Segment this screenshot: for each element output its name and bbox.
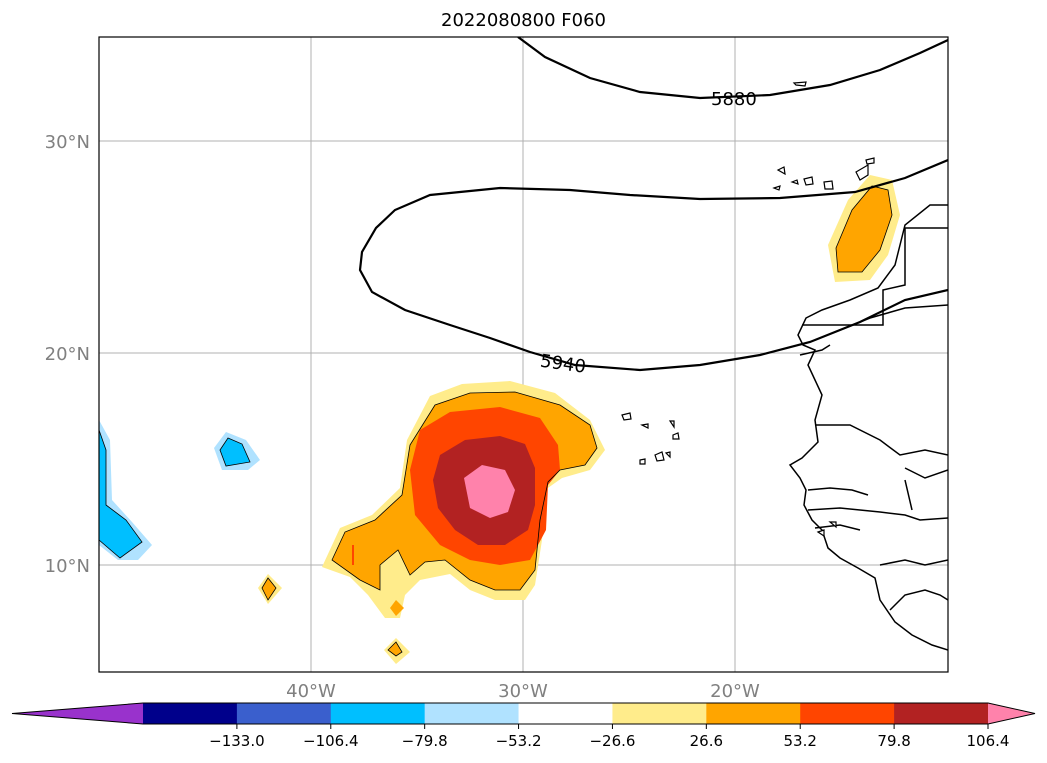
map-title: 2022080800 F060	[441, 10, 606, 31]
colorbar-tick-label: 53.2	[784, 732, 817, 750]
colorbar-segment	[143, 703, 238, 724]
lon-label-20w: 20°W	[710, 681, 760, 702]
colorbar-outline	[11, 702, 1036, 725]
colorbar-extend-low	[12, 703, 143, 724]
lon-label-40w: 40°W	[286, 681, 336, 702]
colorbar-tick-label: 26.6	[690, 732, 723, 750]
coastlines	[788, 204, 948, 651]
colorbar: −133.0 −106.4 −79.8 −53.2 −26.6 26.6 53.2 79.8 1…	[11, 702, 1036, 750]
colorbar-segment	[612, 703, 707, 724]
lat-label-20n: 20°N	[45, 344, 90, 365]
colorbar-segment	[894, 703, 989, 724]
colorbar-segment	[800, 703, 895, 724]
colorbar-segment	[330, 703, 426, 724]
lon-label-30w: 30°W	[498, 681, 548, 702]
anomaly-blob-negative	[99, 420, 260, 560]
colorbar-tick-label: −79.8	[402, 732, 448, 750]
map-frame	[98, 36, 949, 673]
anomaly-blob-small	[258, 574, 410, 664]
anomaly-blob-northwest-africa	[828, 175, 900, 282]
colorbar-tick-label: −53.2	[496, 732, 542, 750]
lat-label-10n: 10°N	[45, 556, 90, 577]
colorbar-tick-label: −106.4	[303, 732, 359, 750]
colorbar-segment	[424, 703, 520, 724]
colorbar-tick-label: −26.6	[589, 732, 635, 750]
colorbar-tick-label: 79.8	[877, 732, 910, 750]
anomaly-blob-central	[322, 381, 605, 618]
lat-label-30n: 30°N	[45, 132, 90, 153]
colorbar-segment	[518, 703, 613, 724]
colorbar-extend-high	[988, 703, 1035, 724]
contour-5880	[517, 37, 948, 100]
contour-label-5880: 5880	[711, 89, 757, 110]
islands	[621, 81, 875, 538]
colorbar-tick-label: 106.4	[967, 732, 1010, 750]
colorbar-segment	[706, 703, 801, 724]
colorbar-tick-label: −133.0	[209, 732, 265, 750]
contour-5940	[358, 158, 948, 372]
colorbar-segment	[236, 703, 332, 724]
